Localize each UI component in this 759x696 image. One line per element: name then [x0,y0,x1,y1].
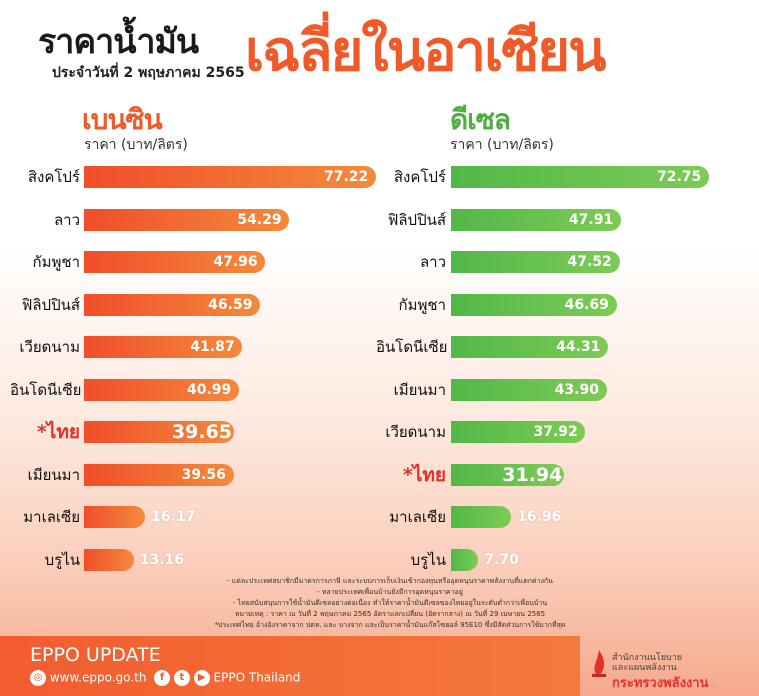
diesel-value-label: 31.94 [502,463,563,486]
facebook-icon[interactable]: f [154,670,171,686]
social-name: EPPO Thailand [213,670,301,685]
diesel-category-label: กัมพูชา [398,295,446,314]
petrol-unit: ราคา (บาท/ลิตร) [84,137,188,153]
petrol-bar [84,421,234,443]
petrol-bar [84,463,234,486]
logo-text-1: สำนักงานนโยบาย [612,653,683,663]
petrol-bar [84,208,290,231]
diesel-category-label: ฟิลิปปินส์ [387,210,446,229]
petrol-category-label: อินโดนีเซีย [10,380,82,399]
petrol-category-label: *ไทย [36,421,80,443]
petrol-category-label: มาเลเซีย [23,508,80,526]
petrol-value-label: 40.99 [186,381,232,398]
petrol-bar [84,336,243,358]
diesel-bar [451,378,607,401]
petrol-bar [84,506,146,528]
petrol-category-label: ลาว [53,210,80,229]
website-link[interactable]: www.eppo.go.th [49,670,147,685]
diesel-unit: ราคา (บาท/ลิตร) [450,137,554,153]
logo-text-2: และแผนพลังงาน [612,663,677,673]
diesel-value-label: 37.92 [533,424,578,440]
petrol-bar [84,166,376,188]
petrol-value-label: 41.87 [190,339,235,355]
diesel-category-label: *ไทย [402,463,446,486]
footer-links: ◎ www.eppo.go.th f t ▶ EPPO Thailand [30,670,300,686]
diesel-value-label: 16.96 [517,509,562,525]
diesel-category-label: สิงคโปร์ [393,168,446,186]
petrol-value-label: 54.29 [237,211,282,228]
diesel-bar [451,548,479,571]
diesel-value-label: 46.69 [564,296,609,313]
diesel-category-label: เมียนมา [393,380,446,399]
petrol-value-label: 16.17 [151,509,196,525]
petrol-bar [84,251,266,273]
diesel-value-label: 72.75 [657,169,702,185]
flame-logo-icon [592,650,606,677]
petrol-value-label: 47.96 [213,254,258,270]
petrol-bar [84,378,239,401]
diesel-value-label: 44.31 [556,339,601,355]
note-line: *ประเทศไทย อ้างอิงราคาจาก ปตท. และ บางจา… [214,621,566,629]
diesel-category-label: บรูไน [410,550,446,569]
diesel-bar [451,506,512,528]
diesel-title: ดีเซล [450,103,511,136]
petrol-category-label: บรูไน [44,550,80,569]
diesel-bar [451,208,621,231]
diesel-value-label: 7.70 [484,551,519,568]
petrol-bar [84,293,261,316]
diesel-category-label: เวียดนาม [385,423,446,441]
diesel-bar [451,251,620,273]
petrol-value-label: 46.59 [208,296,253,313]
diesel-bar [451,293,617,316]
petrol-category-label: ฟิลิปปินส์ [21,295,80,314]
diesel-category-label: ลาว [419,253,446,271]
globe-icon: ◎ [30,670,46,686]
youtube-icon[interactable]: ▶ [193,670,210,686]
diesel-value-label: 47.91 [568,211,614,228]
note-line: - หลายประเทศเพื่อนบ้านยังมีการอุดหนุนราค… [317,588,463,596]
diesel-bar [451,166,709,188]
diesel-bar [451,421,586,443]
eppo-logo: สำนักงานนโยบาย และแผนพลังงาน กระทรวงพลัง… [588,644,758,694]
petrol-value-label: 39.56 [181,466,226,483]
title-date: ประจำวันที่ 2 พฤษภาคม 2565 [52,65,245,81]
notes: - แต่ละประเทศสมาชิกมีมาตรการภาษี และระบบ… [150,576,630,631]
petrol-category-label: เวียดนาม [19,338,80,356]
footer-title: EPPO UPDATE [30,644,161,666]
diesel-value-label: 43.90 [554,381,599,398]
petrol-title: เบนซิน [82,103,163,136]
note-line: - ไทยสนับสนุนการใช้น้ำมันดีเซลอย่างต่อเน… [232,599,548,607]
petrol-value-label: 13.16 [139,551,185,568]
note-line: หมายเหตุ : ราคา ณ วันที่ 2 พฤษภาคม 2565 … [234,610,546,618]
diesel-bar [451,463,565,486]
diesel-category-label: มาเลเซีย [389,508,446,526]
note-line: - แต่ละประเทศสมาชิกมีมาตรการภาษี และระบบ… [227,577,553,585]
petrol-category-label: เมียนมา [27,465,80,484]
diesel-bar [451,336,609,358]
petrol-category-label: สิงคโปร์ [27,168,80,186]
twitter-icon[interactable]: t [173,670,190,686]
title-highlight: เฉลี่ยในอาเซียน [245,19,606,84]
footer-band [0,636,580,696]
logo-text-3: กระทรวงพลังงาน [612,676,709,691]
petrol-category-label: กัมพูชา [32,253,80,271]
title-line1: ราคาน้ำมัน [38,22,199,62]
petrol-value-label: 39.65 [171,421,233,443]
diesel-category-label: อินโดนีเซีย [376,338,448,356]
petrol-value-label: 77.22 [324,169,369,185]
diesel-value-label: 47.52 [567,254,612,270]
footer: EPPO UPDATE ◎ www.eppo.go.th f t ▶ EPPO … [0,636,759,696]
petrol-bar [84,548,134,571]
